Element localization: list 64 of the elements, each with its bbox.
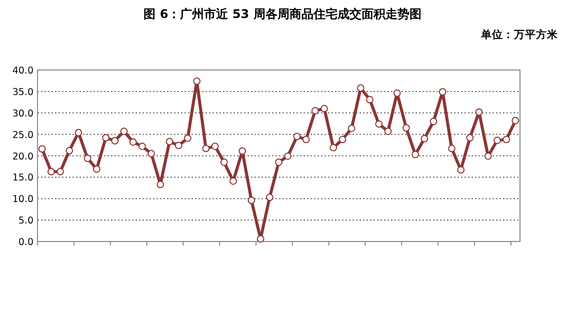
point <box>375 120 383 128</box>
point <box>448 144 456 152</box>
point <box>238 147 246 155</box>
point <box>148 150 155 158</box>
point <box>102 134 110 142</box>
point <box>120 128 128 136</box>
point <box>348 124 356 132</box>
point <box>502 136 510 144</box>
y-tick-label: 35.0 <box>12 86 34 98</box>
point <box>184 134 192 142</box>
point <box>512 116 520 124</box>
chart-title: 图 6：广州市近 53 周各周商品住宅成交面积走势图 <box>144 7 422 21</box>
y-tick-label: 0.0 <box>18 237 34 248</box>
point <box>66 146 74 154</box>
point <box>484 152 492 160</box>
point <box>384 128 392 136</box>
point <box>138 142 146 150</box>
point <box>412 150 420 158</box>
point <box>311 107 319 114</box>
y-tick-label: 40.0 <box>12 66 34 76</box>
point <box>256 235 264 243</box>
point <box>330 144 338 152</box>
point <box>438 88 446 96</box>
point <box>211 142 219 150</box>
point <box>74 128 82 136</box>
point <box>266 194 274 202</box>
point <box>430 118 438 126</box>
point <box>92 165 100 173</box>
point <box>56 168 64 176</box>
point <box>111 137 119 144</box>
point <box>494 136 501 144</box>
y-tick-label: 25.0 <box>12 130 34 141</box>
point <box>420 134 428 142</box>
y-tick-label: 5.0 <box>18 216 34 227</box>
point <box>356 84 364 92</box>
point <box>38 145 46 153</box>
y-tick-label: 10.0 <box>12 194 34 206</box>
point <box>338 136 346 144</box>
point <box>166 138 174 146</box>
point <box>230 177 237 185</box>
point <box>129 138 137 146</box>
point <box>293 132 301 140</box>
y-tick-label: 20.0 <box>12 151 34 162</box>
point <box>248 196 256 204</box>
point <box>202 144 210 152</box>
y-tick-label: 15.0 <box>12 172 34 184</box>
point <box>320 104 328 112</box>
chart-subtitle: 单位：万平方米 <box>480 28 559 41</box>
point <box>174 142 182 150</box>
y-tick-label: 30.0 <box>12 108 34 120</box>
point <box>156 180 164 188</box>
point <box>402 124 410 132</box>
point <box>84 154 92 162</box>
point <box>275 158 282 166</box>
point <box>393 89 401 97</box>
point <box>220 158 228 166</box>
point <box>193 77 201 85</box>
point <box>466 134 474 142</box>
point <box>284 152 292 160</box>
point <box>302 136 310 144</box>
point <box>47 168 55 176</box>
point <box>457 166 465 174</box>
point <box>366 96 374 104</box>
point <box>475 108 483 116</box>
